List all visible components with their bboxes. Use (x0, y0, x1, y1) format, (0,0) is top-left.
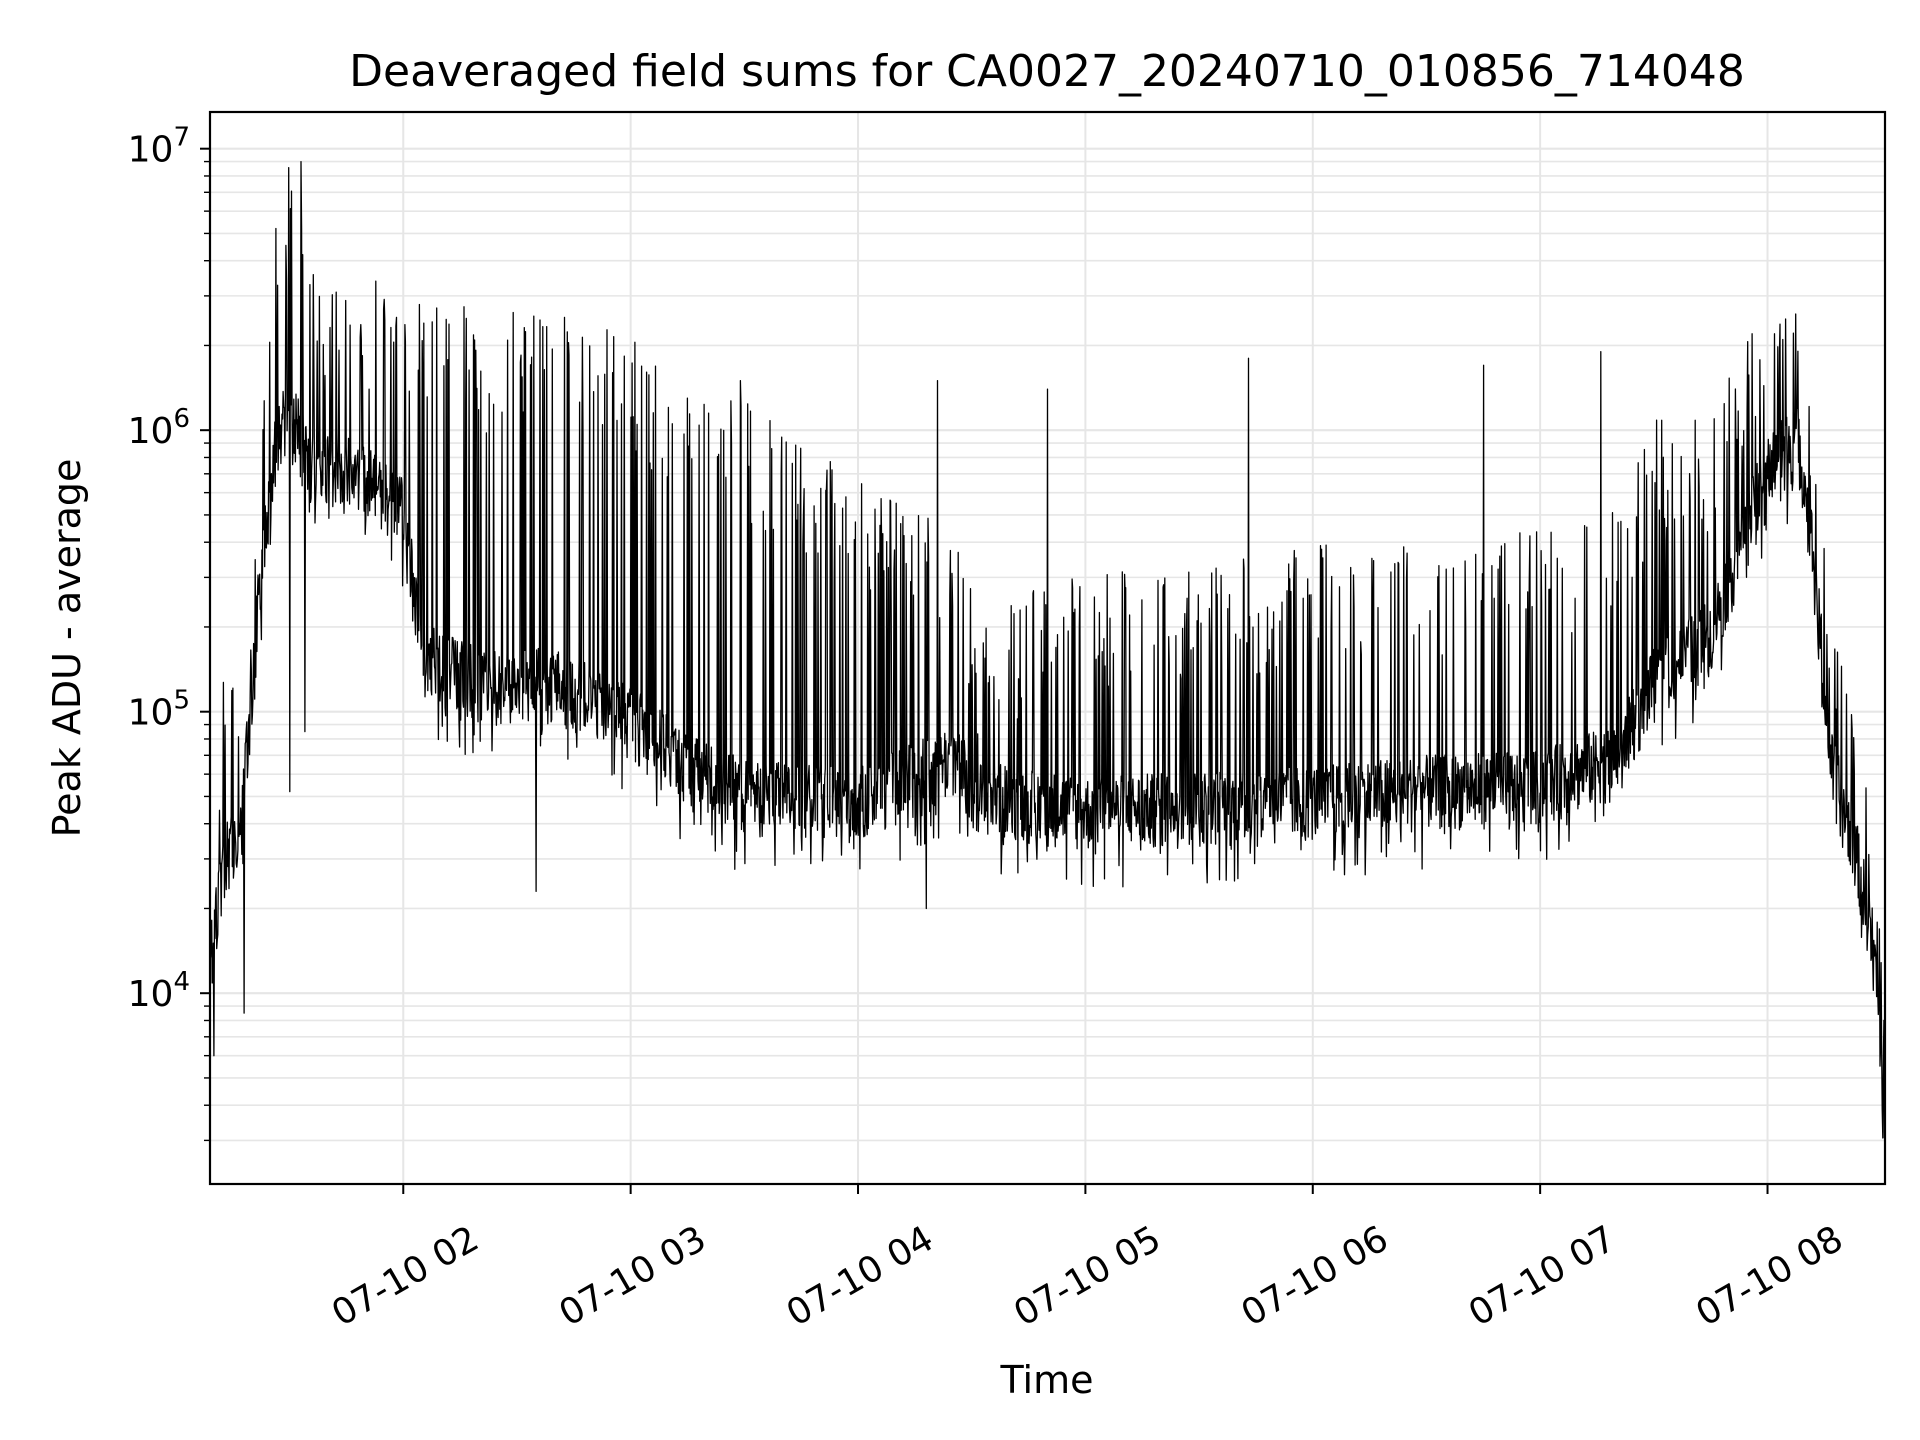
y-tick-label: 106 (128, 404, 190, 452)
y-axis-label: Peak ADU - average (45, 459, 89, 838)
x-axis-label: Time (1000, 1358, 1094, 1402)
series-line (209, 160, 1886, 1139)
y-tick-label: 104 (128, 967, 190, 1015)
plot-frame (208, 110, 1887, 1186)
y-tick-label: 105 (128, 686, 190, 734)
chart-title: Deaveraged field sums for CA0027_2024071… (349, 46, 1745, 97)
plot-layer (209, 160, 1886, 1139)
y-tick-label: 107 (128, 123, 190, 171)
